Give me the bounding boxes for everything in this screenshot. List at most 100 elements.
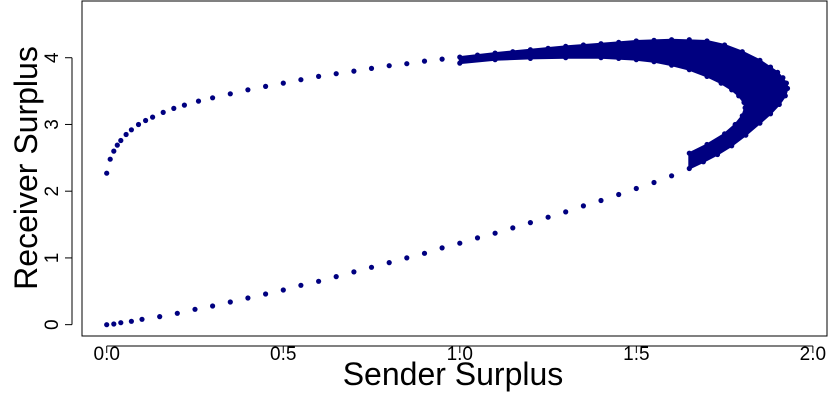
data-point [245, 87, 251, 93]
data-point [114, 142, 120, 148]
data-point [704, 73, 710, 79]
data-point [776, 101, 782, 107]
data-point [598, 197, 604, 204]
x-tick-label: 2.0 [800, 344, 826, 365]
data-point [421, 250, 428, 256]
data-point [128, 127, 134, 133]
data-point [316, 278, 322, 284]
data-point [404, 255, 410, 261]
data-point [736, 93, 742, 99]
data-point [782, 93, 788, 99]
y-axis: 0 1 2 3 4 [42, 52, 73, 330]
data-point [118, 137, 124, 144]
data-point [333, 71, 339, 77]
data-point [545, 214, 551, 220]
data-point [729, 143, 735, 149]
data-point [527, 220, 534, 226]
data-point [111, 321, 117, 327]
data-point [732, 121, 738, 128]
data-point [686, 150, 692, 156]
data-point [510, 225, 516, 231]
y-tick-label: 0 [42, 319, 63, 330]
y-axis-title: Receiver Surplus [8, 46, 44, 290]
data-point [139, 316, 145, 322]
data-point [633, 38, 639, 44]
data-point [143, 117, 149, 124]
data-point [775, 69, 781, 75]
data-point [580, 203, 587, 209]
data-point [210, 303, 216, 309]
data-point [527, 47, 534, 53]
data-point [245, 295, 251, 301]
data-point [195, 98, 202, 104]
data-point [686, 165, 692, 172]
x-axis: 0.0 0.5 1.0 1.5 2.0 [94, 344, 827, 365]
data-point [767, 64, 774, 70]
data-point [616, 191, 622, 198]
data-point [686, 37, 692, 43]
data-point [669, 37, 675, 43]
data-point [739, 113, 745, 119]
plot-frame [81, 0, 828, 337]
data-point [404, 61, 410, 67]
data-point [598, 55, 604, 61]
data-point [171, 105, 177, 111]
data-point [633, 185, 639, 192]
data-point [457, 240, 463, 246]
data-point [651, 179, 657, 186]
x-tick-label: 1.5 [623, 344, 649, 365]
data-point [174, 310, 180, 316]
dense-band [458, 38, 789, 171]
data-point [780, 75, 786, 81]
data-point [651, 59, 657, 65]
data-point [368, 264, 375, 270]
data-point [439, 245, 445, 251]
band-region [458, 38, 789, 171]
data-point [510, 49, 516, 55]
data-point [563, 209, 569, 215]
data-point [368, 65, 375, 71]
data-point [351, 68, 357, 74]
data-point [157, 314, 163, 320]
data-point [616, 39, 622, 46]
data-point [492, 50, 498, 56]
data-point [580, 42, 587, 48]
data-point [181, 102, 187, 108]
data-point [700, 159, 707, 165]
data-point [704, 38, 710, 44]
data-point [598, 41, 604, 47]
data-point [421, 58, 428, 64]
data-point [783, 80, 790, 86]
data-point [118, 320, 124, 326]
data-point [686, 67, 692, 73]
y-tick-label: 3 [42, 119, 63, 130]
data-point [160, 109, 166, 115]
data-point [192, 306, 198, 312]
data-point [722, 131, 728, 137]
data-point [457, 60, 463, 66]
x-tick-label: 0.0 [94, 344, 120, 365]
data-point [104, 322, 110, 328]
data-point [104, 170, 110, 176]
data-point [563, 43, 569, 50]
y-tick-label: 4 [42, 52, 63, 63]
data-point [742, 105, 748, 111]
data-point [527, 55, 534, 62]
x-tick-label: 0.5 [270, 344, 296, 365]
data-point [616, 55, 622, 62]
x-tick-label: 1.0 [447, 344, 473, 365]
data-point [704, 141, 710, 148]
data-point [729, 87, 735, 93]
data-point [227, 299, 233, 305]
data-point [298, 77, 304, 83]
data-point [280, 80, 286, 86]
data-point [439, 56, 445, 62]
data-point [741, 99, 747, 105]
data-point [351, 269, 357, 275]
data-point [651, 37, 657, 44]
y-tick-label: 1 [42, 253, 63, 264]
x-axis-title: Sender Surplus [343, 356, 564, 392]
data-point [633, 57, 639, 63]
data-point [386, 63, 392, 69]
data-point [333, 274, 339, 280]
